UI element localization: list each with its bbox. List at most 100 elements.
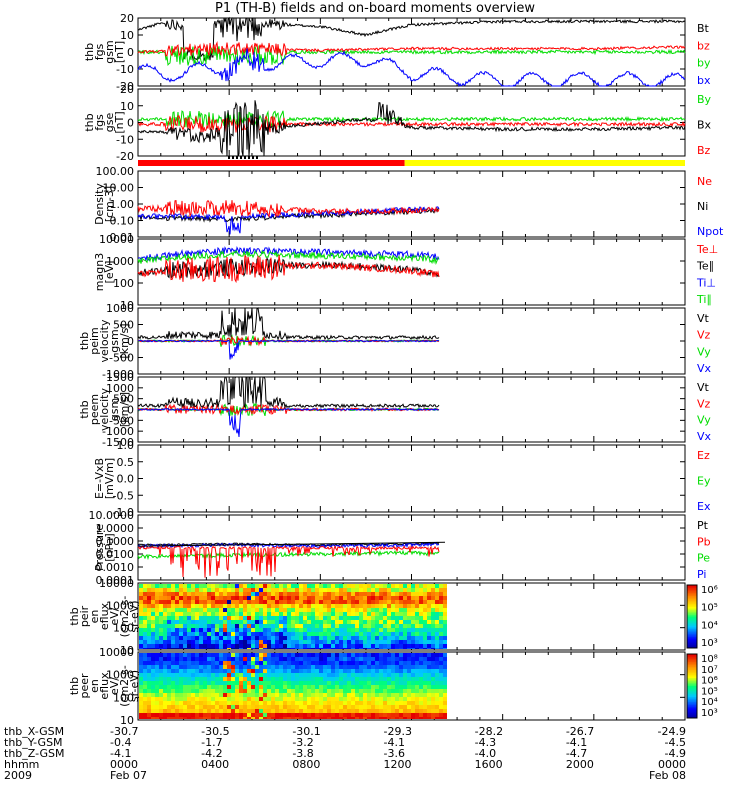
colorbar-label: 10⁶ xyxy=(701,676,718,687)
y-axis-label: fgs xyxy=(93,43,106,60)
footer-value: -4.5 xyxy=(665,736,686,749)
ion-colorbar-segment xyxy=(687,591,697,594)
electron-colorbar-segment xyxy=(687,654,697,657)
y-axis-label: Pressure xyxy=(93,524,106,571)
y-tick-label: 0 xyxy=(127,404,134,417)
legend-ex: Ex xyxy=(697,500,711,513)
ion-colorbar-segment xyxy=(687,599,697,602)
y-tick-label: 1000 xyxy=(106,302,134,315)
electron-colorbar-segment xyxy=(687,673,697,676)
legend-vz: Vz xyxy=(697,397,711,410)
series-vt-peim xyxy=(137,307,440,341)
electron-colorbar-segment xyxy=(687,703,697,706)
legend-pt: Pt xyxy=(697,519,709,532)
footer-value: 1600 xyxy=(475,758,503,771)
series-vz-peem xyxy=(137,403,440,416)
colorbar-label: 10⁷ xyxy=(701,665,718,676)
ion-colorbar-segment xyxy=(687,636,697,640)
y-tick-label: 1000 xyxy=(106,382,134,395)
y-axis-label: [nPa] xyxy=(103,533,116,561)
legend-vx: Vx xyxy=(697,362,712,375)
footer-value: 1200 xyxy=(384,758,412,771)
y-axis-label: [nT] xyxy=(113,41,126,63)
y-tick-label: -1500 xyxy=(102,436,134,449)
series-ne xyxy=(137,199,440,219)
ion-colorbar-segment xyxy=(687,608,697,611)
footer-row-label: hhmm xyxy=(4,758,39,771)
y-axis-label: [km/s] xyxy=(118,392,131,427)
ion-colorbar-segment xyxy=(687,607,697,610)
footer-value: -4.1 xyxy=(566,736,587,749)
series-pe xyxy=(137,549,440,561)
footer-value: -1.7 xyxy=(201,736,222,749)
ion-colorbar-segment xyxy=(687,592,697,595)
electron-colorbar-segment xyxy=(687,714,697,717)
ion-colorbar-segment xyxy=(687,602,697,605)
y-axis-label: E=-VxB xyxy=(93,458,106,499)
footer-value: 0800 xyxy=(292,758,320,771)
ion-spectrogram xyxy=(139,584,447,649)
y-axis-label: eflux xyxy=(98,602,111,630)
ion-colorbar-segment xyxy=(687,596,697,599)
y-axis-label: velocity xyxy=(98,319,111,362)
page-title: P1 (TH-B) fields and on-board moments ov… xyxy=(215,1,535,16)
footer-value: -4.1 xyxy=(384,736,405,749)
legend-npot: Npot xyxy=(697,225,724,238)
footer-value: Feb 08 xyxy=(649,769,686,782)
y-axis-label: (cm2-s- xyxy=(118,665,131,707)
y-tick-label: -20 xyxy=(116,150,134,163)
legend-ni: Ni xyxy=(697,200,708,213)
y-axis-label: gse xyxy=(103,113,116,133)
y-axis-label: peer xyxy=(78,673,91,699)
electron-colorbar-segment xyxy=(687,716,697,719)
ion-colorbar-segment xyxy=(687,611,697,614)
y-axis-label: [mV/m] xyxy=(103,458,116,499)
y-tick-label: 1000 xyxy=(106,599,134,612)
series-ti-perp xyxy=(137,245,440,263)
electron-colorbar-segment xyxy=(687,681,697,684)
mode-bar-tick xyxy=(240,156,242,159)
footer-value: -4.9 xyxy=(665,747,686,760)
mode-bar-tick xyxy=(232,156,234,159)
ion-colorbar-segment xyxy=(687,632,697,635)
y-tick-label: 100.00 xyxy=(96,165,135,178)
ion-colorbar-segment xyxy=(687,644,697,647)
electron-colorbar-segment xyxy=(687,658,697,661)
footer-value: -30.5 xyxy=(201,725,229,738)
ion-colorbar-segment xyxy=(687,640,697,643)
legend-bx: bx xyxy=(697,74,711,87)
footer-value: 0000 xyxy=(110,758,138,771)
y-tick-label: 1000 xyxy=(106,669,134,682)
ion-colorbar-frame xyxy=(686,584,698,649)
ion-colorbar-segment xyxy=(687,618,697,621)
mode-bar-tick xyxy=(252,156,254,159)
electron-colorbar-segment xyxy=(687,684,697,687)
mode-bar-red xyxy=(138,160,405,166)
footer-value: -30.7 xyxy=(110,725,138,738)
legend-bx: Bx xyxy=(697,119,712,132)
electron-colorbar-segment xyxy=(687,713,697,716)
y-tick-label: 0 xyxy=(127,46,134,59)
footer-row-label: thb_X-GSM xyxy=(4,725,64,738)
electron-colorbar-segment xyxy=(687,655,697,658)
y-tick-label: -500 xyxy=(109,414,134,427)
y-axis-label: [cm-3] xyxy=(103,186,116,222)
footer-value: -0.4 xyxy=(110,736,131,749)
legend-by: by xyxy=(697,57,711,70)
legend-bz: bz xyxy=(697,39,710,52)
series-bt xyxy=(137,16,686,62)
ion-colorbar-segment xyxy=(687,619,697,622)
electron-colorbar-segment xyxy=(687,678,697,681)
y-axis-label: en xyxy=(88,610,101,624)
legend-ez: Ez xyxy=(697,449,710,462)
y-axis-label: peir xyxy=(78,605,91,627)
footer-value: -30.1 xyxy=(292,725,320,738)
ion-colorbar-segment xyxy=(687,629,697,632)
panel-frame-2 xyxy=(137,170,686,238)
ion-colorbar-segment xyxy=(687,624,697,627)
y-tick-label: 10 xyxy=(120,100,134,113)
mode-bar-yellow xyxy=(404,160,685,166)
footer-value: 2000 xyxy=(566,758,594,771)
y-axis-label: Density xyxy=(93,183,106,225)
